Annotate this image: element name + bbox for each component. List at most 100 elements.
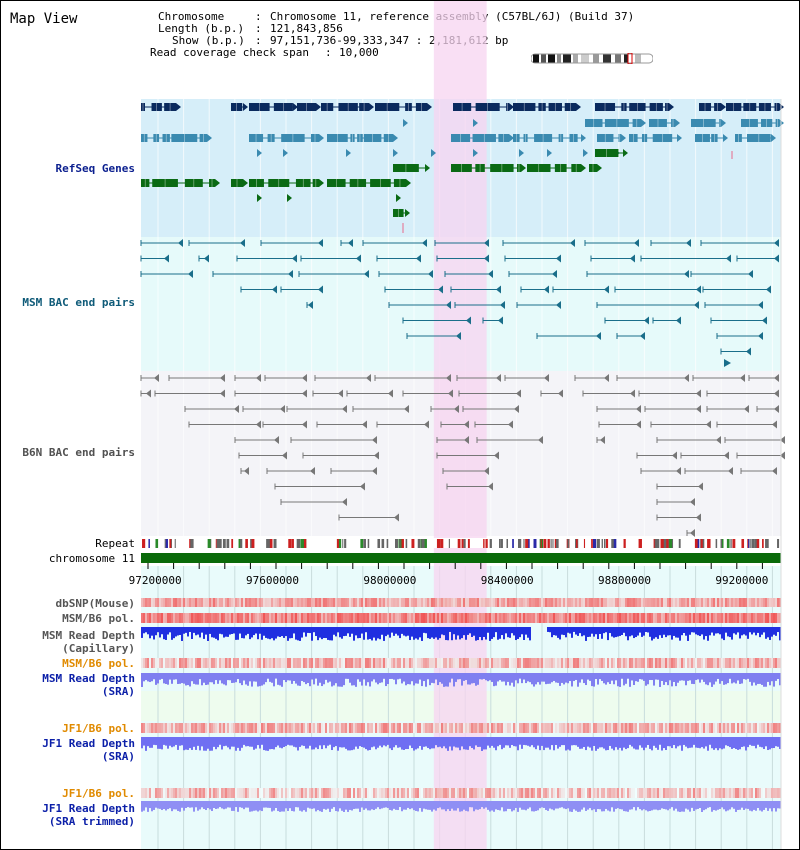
msm-pol-cell xyxy=(449,613,451,623)
gene-arrow xyxy=(393,134,398,142)
jf1-trim-depth-bar xyxy=(643,801,645,810)
chromosome-ideogram[interactable] xyxy=(531,53,653,64)
jf1-pol-cell xyxy=(675,723,677,733)
msm-pol-cell xyxy=(217,658,219,668)
jf1-pol-cell xyxy=(379,788,381,798)
jf1-pol-cell xyxy=(443,788,445,798)
jf1-depth-bar xyxy=(303,737,305,746)
msm-pol-cell xyxy=(465,613,467,623)
msm-depth-bar xyxy=(661,627,663,638)
msm-pol-cell xyxy=(329,613,331,623)
msm-depth-bar xyxy=(227,627,229,637)
jf1-pol-cell xyxy=(545,788,547,798)
jf1-pol-cell xyxy=(759,788,761,798)
dbsnp-cell xyxy=(695,598,697,607)
jf1-pol-cell xyxy=(575,723,577,733)
msm-depth-bar xyxy=(587,627,589,637)
msm-depth-bar xyxy=(407,627,409,636)
msm-depth-bar xyxy=(767,627,769,638)
msm-depth-bar xyxy=(405,627,407,637)
jf1-depth-bar xyxy=(397,737,399,748)
dbsnp-cell xyxy=(589,598,591,607)
repeat-element xyxy=(381,539,385,548)
msm-pol-cell xyxy=(721,613,723,623)
jf1-trim-depth-bar xyxy=(453,801,455,811)
jf1-trim-depth-bar xyxy=(373,801,375,811)
jf1-trim-depth-bar xyxy=(323,801,325,809)
jf1-pol-cell xyxy=(709,723,711,733)
jf1-pol-cell xyxy=(413,723,415,733)
jf1-pol-cell xyxy=(363,788,365,798)
jf1-trim-depth-bar xyxy=(249,801,251,812)
dbsnp-cell xyxy=(639,598,641,607)
msm-depth-bar xyxy=(269,627,271,640)
jf1-pol-cell xyxy=(295,788,297,798)
msm-depth-bar xyxy=(761,627,763,635)
jf1-trim-depth-bar xyxy=(447,801,449,810)
b6n-bac-pair-arrow xyxy=(774,405,779,413)
track-label-msm-depth-sra: MSM Read Depth (SRA) xyxy=(42,672,135,698)
msm-depth-bar xyxy=(283,627,285,638)
msm-pol-cell xyxy=(391,613,393,623)
dbsnp-cell xyxy=(403,598,405,607)
jf1-pol-cell xyxy=(211,723,213,733)
jf1-depth-bar xyxy=(769,737,771,750)
msm-depth-bar xyxy=(177,627,179,636)
b6n-bac-pair-arrow xyxy=(744,405,749,413)
jf1-pol-cell xyxy=(617,788,619,798)
msm-pol-cell xyxy=(749,613,751,623)
msm-depth-bar xyxy=(255,627,257,634)
msm-pol-cell xyxy=(751,658,753,668)
dbsnp-cell xyxy=(163,598,165,607)
jf1-pol-cell xyxy=(407,723,409,733)
jf1-trim-depth-bar xyxy=(667,801,669,811)
jf1-trim-depth-bar xyxy=(511,801,513,812)
jf1-pol-cell xyxy=(495,788,497,798)
jf1-trim-depth-bar xyxy=(153,801,155,810)
msm-pol-cell xyxy=(429,658,431,668)
jf1-depth-bar xyxy=(399,737,401,748)
jf1-depth-bar xyxy=(425,737,427,747)
jf1-depth-bar xyxy=(207,737,209,749)
jf1-trim-depth-bar xyxy=(515,801,517,808)
jf1-trim-depth-bar xyxy=(301,801,303,812)
jf1-trim-depth-bar xyxy=(309,801,311,809)
jf1-pol-cell xyxy=(465,788,467,798)
dbsnp-cell xyxy=(593,598,595,607)
msm-pol-cell xyxy=(439,613,441,623)
dbsnp-cell xyxy=(715,598,717,607)
span-value: 10,000 xyxy=(339,46,379,59)
dbsnp-cell xyxy=(683,598,685,607)
jf1-pol-cell xyxy=(261,788,263,798)
repeat-element xyxy=(671,539,674,548)
msm-sra-depth-bar xyxy=(555,673,557,683)
msm-sra-depth-bar xyxy=(201,673,203,686)
msm-depth-bar xyxy=(479,627,481,638)
jf1-pol-cell xyxy=(179,723,181,733)
dbsnp-cell xyxy=(255,598,257,607)
jf1-depth-bar xyxy=(443,737,445,747)
msm-pol-cell xyxy=(441,613,443,623)
msm-sra-depth-bar xyxy=(247,673,249,686)
jf1-depth-bar xyxy=(743,737,745,747)
gene-arrow xyxy=(293,103,298,111)
msm-pol-cell xyxy=(239,613,241,623)
msm-pol-cell xyxy=(541,658,543,668)
jf1-pol-cell xyxy=(343,723,345,733)
jf1-depth-bar xyxy=(163,737,165,745)
jf1-pol-cell xyxy=(357,788,359,798)
jf1-pol-cell xyxy=(281,723,283,733)
dbsnp-cell xyxy=(385,598,387,607)
jf1-pol-cell xyxy=(551,723,553,733)
b6n-bac-pair-arrow xyxy=(424,420,429,429)
msm-depth-bar xyxy=(487,627,489,633)
jf1-depth-bar xyxy=(661,737,663,751)
msm-pol-cell xyxy=(775,658,777,668)
msm-pol-cell xyxy=(565,613,567,623)
jf1-pol-cell xyxy=(381,723,383,733)
gene-arrow xyxy=(257,194,262,202)
jf1-pol-cell xyxy=(675,788,677,798)
msm-sra-depth-bar xyxy=(751,673,753,686)
msm-pol-cell xyxy=(363,613,365,623)
